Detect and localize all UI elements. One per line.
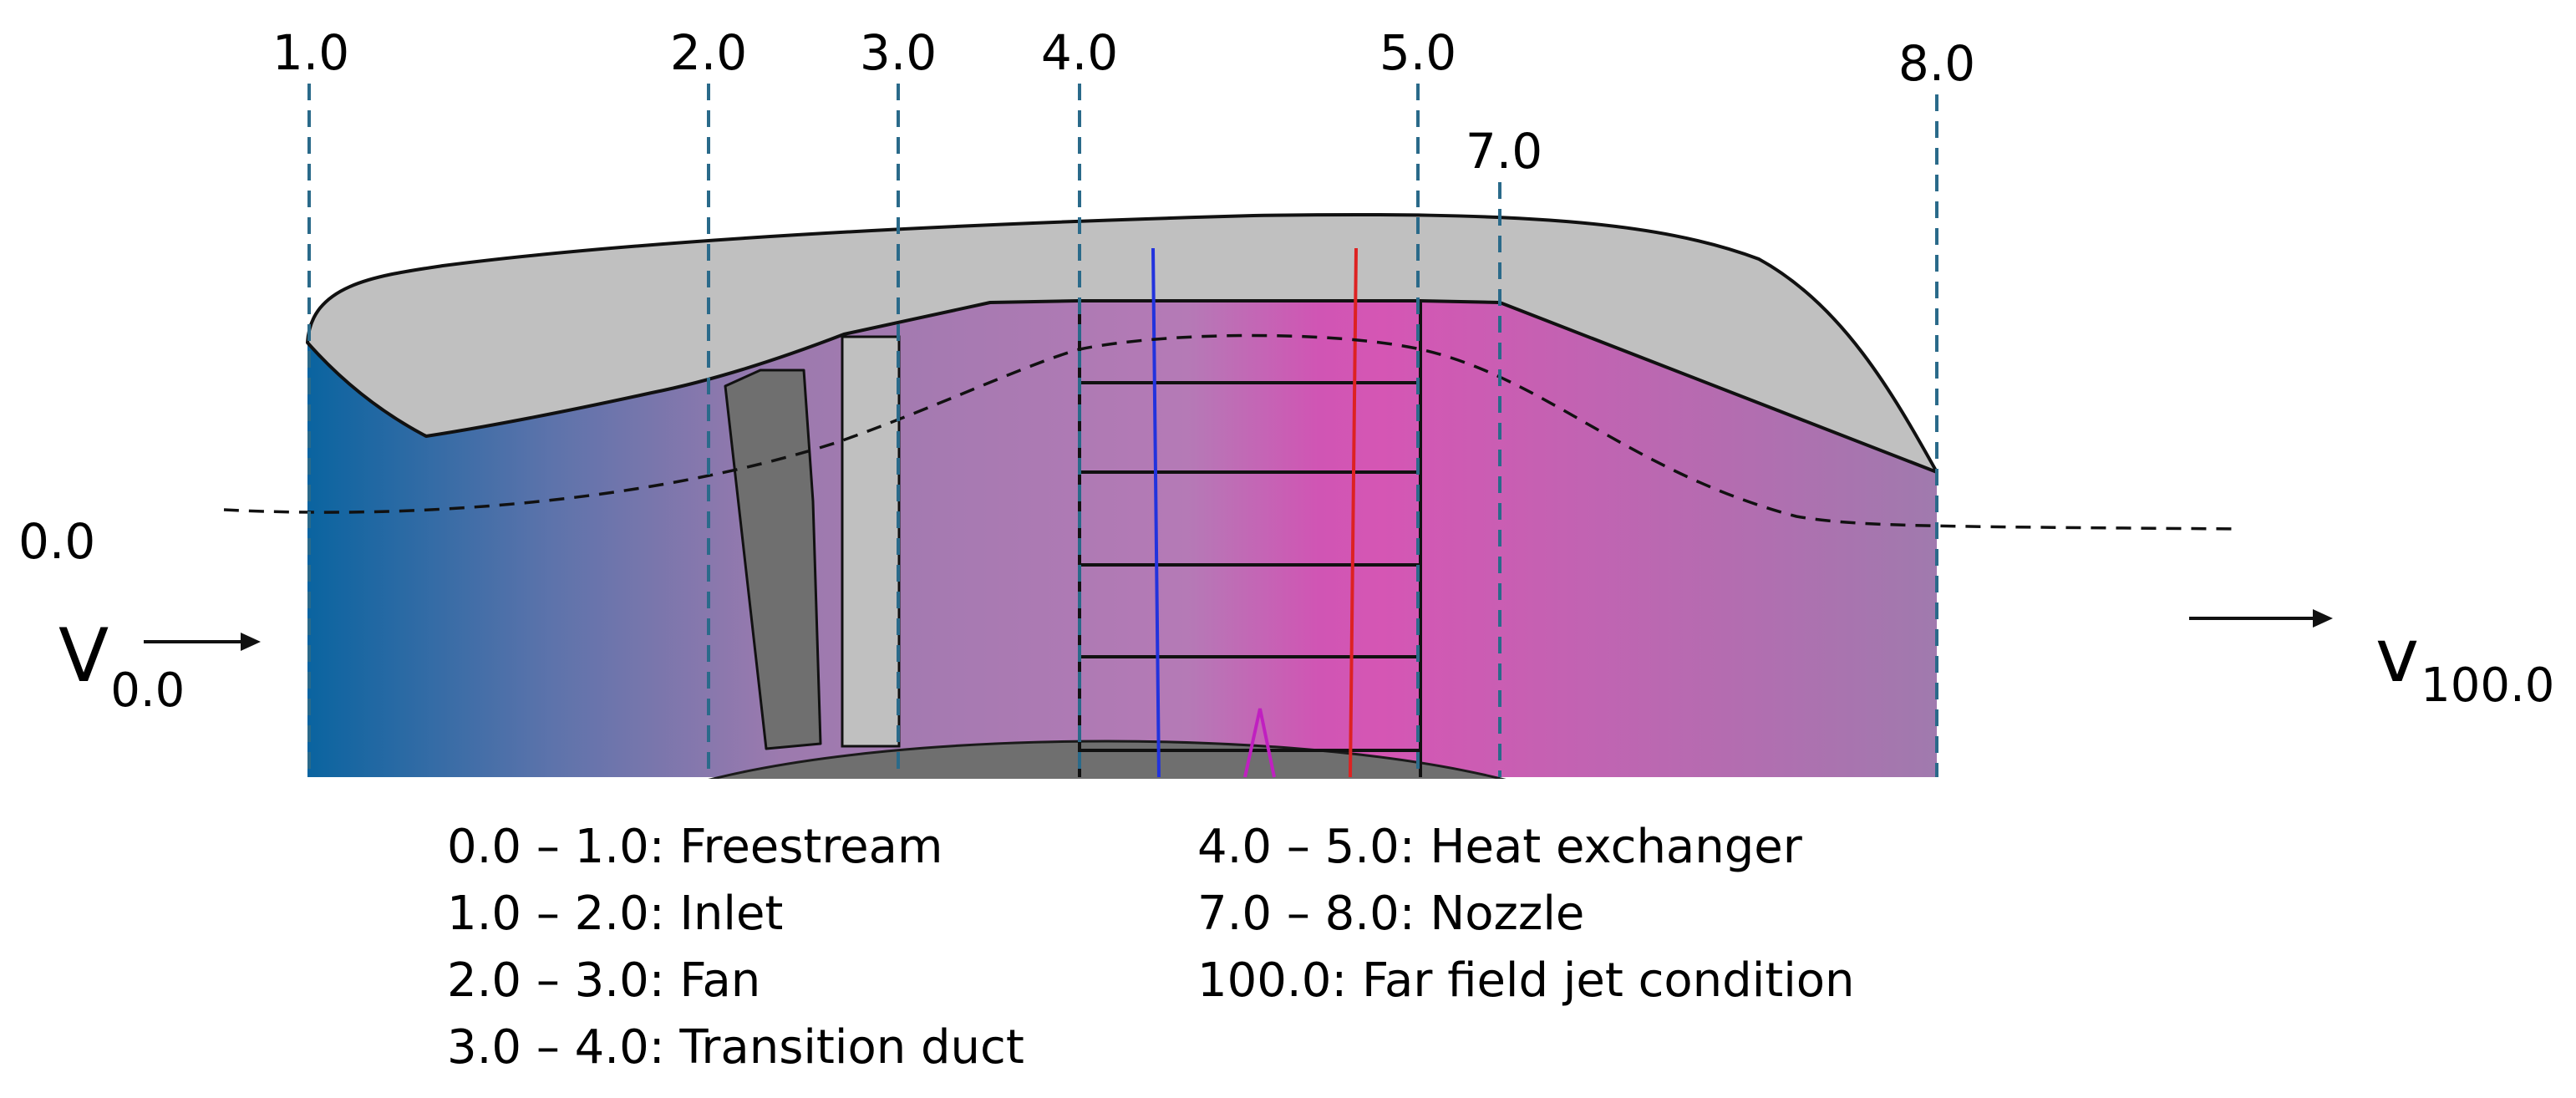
station-label-5: 5.0 [1379, 24, 1456, 81]
nacelle [306, 212, 1938, 474]
legend-item-heat-exchanger: 4.0 – 5.0: Heat exchanger [1197, 820, 1803, 874]
legend-item-far-field: 100.0: Far field jet condition [1197, 953, 1855, 1008]
heat-exchanger [1078, 301, 1422, 777]
legend-item-nozzle: 7.0 – 8.0: Nozzle [1197, 887, 1584, 941]
legend-item-inlet: 1.0 – 2.0: Inlet [447, 887, 783, 941]
streamtube-boundary [223, 333, 2240, 531]
jet-velocity-label: v100.0 [2375, 613, 2554, 713]
inlet-velocity-subscript: 0.0 [110, 663, 185, 718]
station-label-3: 3.0 [860, 24, 937, 81]
magenta-marker [1243, 708, 1276, 778]
legend-item-fan: 2.0 – 3.0: Fan [447, 953, 760, 1008]
fan-blade [724, 369, 822, 750]
station-label-7: 7.0 [1466, 123, 1542, 180]
station-label-8: 8.0 [1898, 35, 1975, 92]
legend-item-transition-duct: 3.0 – 4.0: Transition duct [447, 1020, 1024, 1075]
station-label-1: 1.0 [272, 24, 349, 81]
blue-measurement-line [1151, 247, 1161, 778]
red-measurement-line [1349, 247, 1358, 778]
jet-flow-arrow [2189, 609, 2333, 628]
station-label-2: 2.0 [670, 24, 747, 81]
flow-region [307, 301, 1937, 777]
inlet-velocity-label: V0.0 [58, 613, 185, 718]
legend-item-freestream: 0.0 – 1.0: Freestream [447, 820, 943, 874]
jet-velocity-subscript: 100.0 [2421, 658, 2554, 713]
freestream-station-label: 0.0 [18, 513, 95, 570]
station-lines [307, 84, 1938, 777]
inlet-flow-arrow [144, 633, 261, 651]
stator-vane [841, 335, 901, 748]
legend: 0.0 – 1.0: Freestream 1.0 – 2.0: Inlet 2… [447, 820, 1855, 1075]
station-label-4: 4.0 [1041, 24, 1118, 81]
station-labels: 1.0 2.0 3.0 4.0 5.0 7.0 8.0 [272, 24, 1975, 180]
